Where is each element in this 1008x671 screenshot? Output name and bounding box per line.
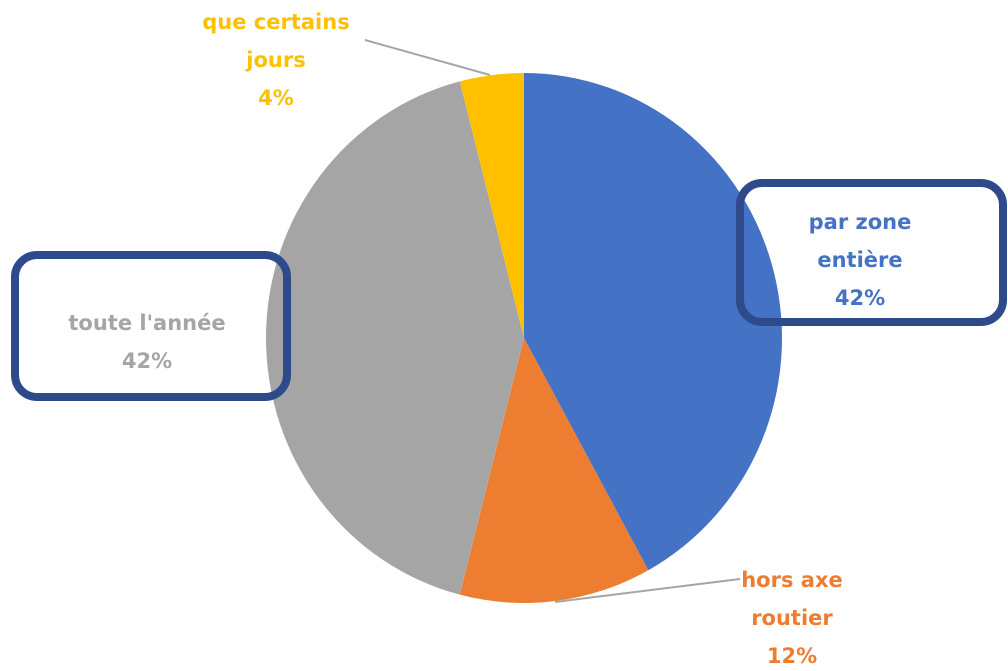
pie-slice — [459, 73, 524, 338]
slice-label: toute l'année 42% — [22, 304, 272, 380]
pie-slice — [265, 81, 524, 595]
pie-slice — [459, 338, 649, 603]
category-label: toute l'année — [68, 311, 226, 335]
value-label: 42% — [121, 349, 173, 373]
slice-label: par zone entière 42% — [780, 203, 940, 317]
category-label: que certains jours — [202, 10, 350, 72]
value-label: 12% — [766, 644, 818, 668]
leader-line — [364, 39, 491, 76]
value-label: 42% — [834, 286, 886, 310]
leader-line — [554, 578, 741, 603]
slice-label: hors axe routier 12% — [722, 561, 862, 671]
category-label: hors axe routier — [741, 568, 843, 630]
category-label: par zone entière — [808, 210, 912, 272]
pie-slice — [524, 73, 782, 571]
slice-label: que certains jours 4% — [176, 3, 376, 117]
highlight-box — [11, 251, 291, 401]
highlight-box — [736, 179, 1007, 326]
value-label: 4% — [258, 86, 294, 110]
